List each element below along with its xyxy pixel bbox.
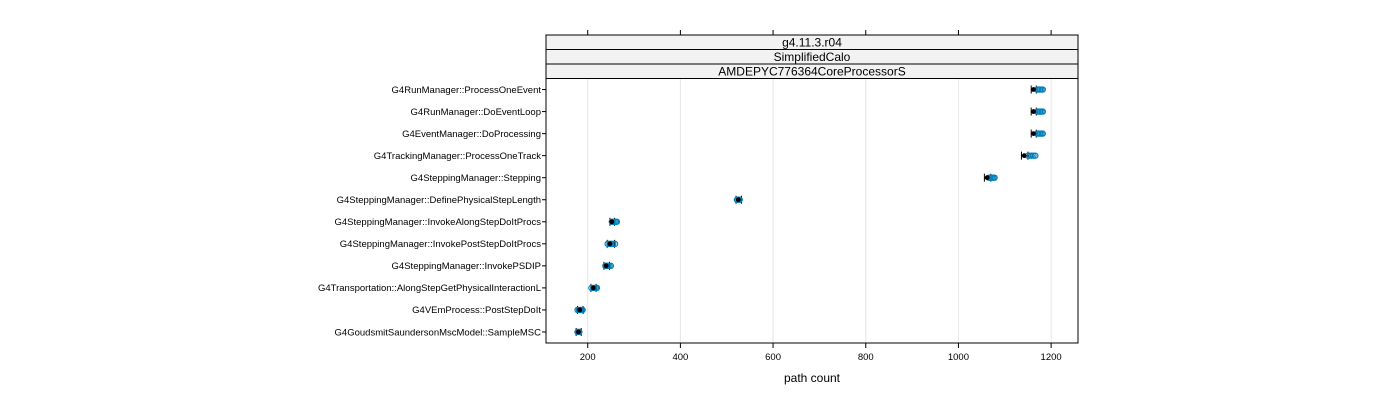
x-tick-label: 200: [580, 352, 596, 363]
sample-point: [1039, 86, 1046, 93]
sample-point: [613, 218, 621, 225]
category-label: G4EventManager::DoProcessing: [402, 129, 541, 140]
sample-point: [1039, 108, 1046, 115]
category-label: G4SteppingManager::InvokePSDIP: [392, 261, 541, 272]
mean-point: [576, 329, 581, 335]
mean-point: [603, 263, 609, 269]
data-marks: [574, 85, 1046, 336]
category-label: G4RunManager::DoEventLoop: [411, 107, 541, 118]
x-tick-label: 1000: [948, 352, 969, 363]
category-labels: G4GoudsmitSaundersonMscModel::SampleMSC G…: [318, 85, 541, 338]
category-label: G4SteppingManager::DefinePhysicalStepLen…: [337, 195, 541, 206]
x-tick-label: 800: [858, 352, 874, 363]
strip-label: SimplifiedCalo: [774, 50, 851, 64]
mean-point: [577, 307, 583, 313]
category-label: G4RunManager::ProcessOneEvent: [392, 85, 542, 96]
mean-point: [609, 219, 615, 225]
strip-label: g4.11.3.r04: [782, 36, 842, 50]
category-label: G4SteppingManager::Stepping: [411, 173, 541, 184]
category-label: G4SteppingManager::InvokePostStepDoItPro…: [340, 239, 541, 250]
mean-point: [607, 241, 613, 247]
mean-point: [1031, 109, 1036, 114]
sample-point: [1032, 152, 1039, 159]
x-axis-title: path count: [784, 371, 841, 385]
strip-headers: g4.11.3.r04SimplifiedCaloAMDEPYC776364Co…: [545, 34, 1079, 79]
category-label: G4GoudsmitSaundersonMscModel::SampleMSC: [335, 327, 542, 338]
sample-point: [611, 240, 619, 248]
grid-lines: [587, 78, 1052, 343]
mean-point: [1031, 87, 1036, 92]
category-label: G4SteppingManager::InvokeAlongStepDoItPr…: [335, 217, 542, 228]
x-tick-label: 400: [672, 352, 688, 363]
panel-frame: [545, 78, 1079, 344]
mean-point: [590, 285, 596, 291]
strip-label: AMDEPYC776364CoreProcessorS: [718, 65, 905, 79]
mean-point: [1031, 131, 1036, 137]
category-label: G4TrackingManager::ProcessOneTrack: [374, 151, 541, 162]
sample-point: [991, 174, 998, 181]
x-tick-label: 600: [765, 352, 781, 363]
mean-point: [1021, 153, 1027, 159]
mean-point: [735, 197, 741, 203]
sample-point: [1039, 130, 1046, 137]
x-axis: 200 400 600 800 1000 1200: [542, 30, 1062, 363]
x-tick-label: 1200: [1041, 352, 1062, 363]
category-label: G4VEmProcess::PostStepDoIt: [412, 305, 541, 316]
mean-point: [984, 175, 990, 181]
category-label: G4Transportation::AlongStepGetPhysicalIn…: [318, 283, 541, 294]
